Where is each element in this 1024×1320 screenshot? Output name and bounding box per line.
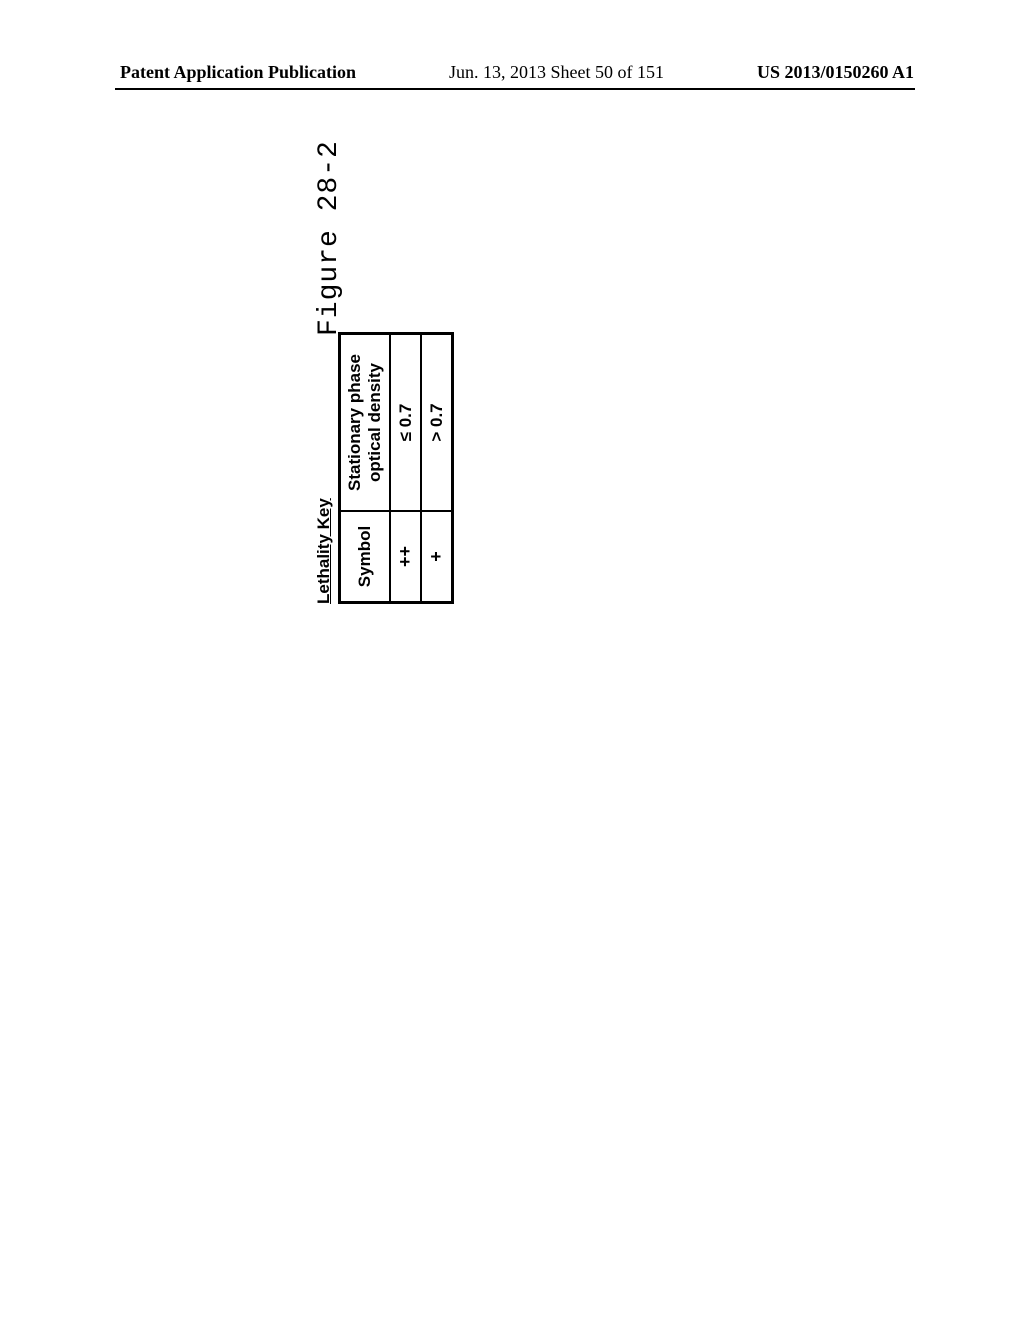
table-row: ++ ≤ 0.7 bbox=[390, 334, 421, 603]
header-left: Patent Application Publication bbox=[120, 62, 356, 83]
col-density-header: Stationary phase optical density bbox=[340, 334, 391, 512]
cell-density: > 0.7 bbox=[421, 334, 453, 512]
lethality-title: Lethality Key bbox=[314, 324, 334, 604]
figure-label: Figure 28-2 bbox=[314, 140, 345, 336]
lethality-key: Lethality Key Symbol Stationary phase op… bbox=[314, 324, 454, 604]
table-header-row: Symbol Stationary phase optical density bbox=[340, 334, 391, 603]
table-row: + > 0.7 bbox=[421, 334, 453, 603]
header-rule bbox=[115, 88, 915, 90]
cell-density: ≤ 0.7 bbox=[390, 334, 421, 512]
col-symbol-header: Symbol bbox=[340, 511, 391, 603]
cell-symbol: ++ bbox=[390, 511, 421, 603]
lethality-table: Symbol Stationary phase optical density … bbox=[338, 332, 454, 604]
page-header: Patent Application Publication Jun. 13, … bbox=[0, 62, 1024, 83]
header-center: Jun. 13, 2013 Sheet 50 of 151 bbox=[449, 62, 664, 83]
header-right: US 2013/0150260 A1 bbox=[757, 62, 914, 83]
cell-symbol: + bbox=[421, 511, 453, 603]
